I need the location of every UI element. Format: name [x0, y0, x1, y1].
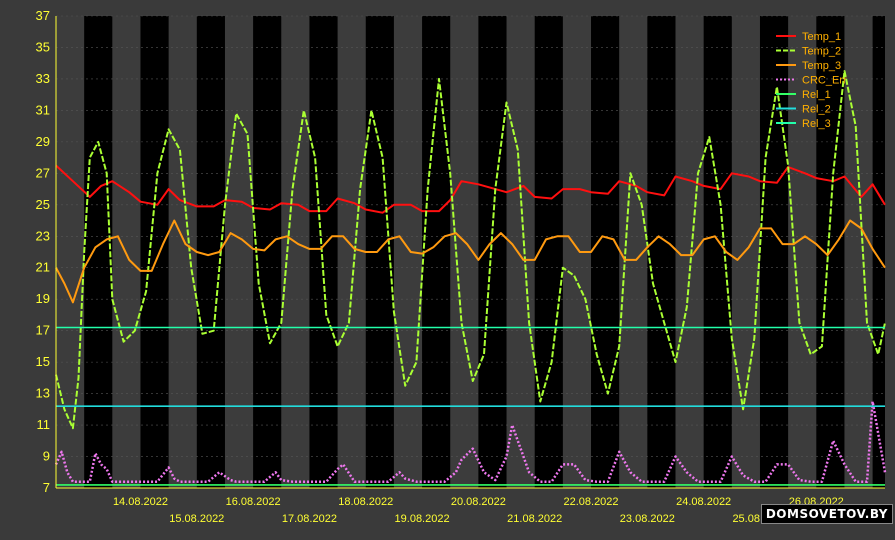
legend-label: Rel_1 [802, 89, 831, 101]
y-tick-label: 27 [36, 165, 50, 180]
legend: Temp_1 Temp_2 Temp_3 CRC_Err Rel_1 Rel_2 Rel_3 [776, 31, 847, 130]
daytime-band [168, 16, 197, 488]
series-temp-3 [55, 219, 886, 304]
y-tick-label: 9 [43, 449, 50, 464]
x-tick-label: 16.08.2022 [226, 496, 281, 508]
daytime-band [281, 16, 310, 488]
y-tick-labels: 7 9 11 13 15 17 19 21 23 25 27 29 31 33 35 37 [36, 8, 50, 495]
x-tick-label: 14.08.2022 [113, 496, 168, 508]
y-tick-label: 15 [36, 354, 50, 369]
y-tick-label: 7 [43, 480, 50, 495]
y-tick-label: 13 [36, 386, 50, 401]
series-crc-err [54, 400, 887, 483]
y-tick-label: 17 [36, 323, 50, 338]
series-group [54, 70, 887, 486]
daytime-band [788, 16, 817, 488]
series-temp-2 [55, 70, 886, 430]
x-tick-label: 24.08.2022 [676, 496, 731, 508]
y-tick-label: 29 [36, 134, 50, 149]
y-tick-label: 11 [37, 417, 51, 432]
legend-label: Temp_2 [802, 46, 841, 58]
y-tick-label: 25 [36, 197, 50, 212]
y-tick-label: 33 [36, 71, 50, 86]
daytime-band [56, 16, 85, 488]
daytime-band [337, 16, 366, 488]
daytime-band [224, 16, 254, 488]
legend-label: Rel_3 [802, 118, 831, 130]
series-temp-1 [55, 164, 886, 214]
legend-label: Rel_2 [802, 104, 831, 116]
daytime-band [731, 16, 760, 488]
y-tick-label: 37 [36, 8, 50, 23]
daytime-band [450, 16, 479, 488]
x-tick-label: 22.08.2022 [563, 496, 618, 508]
y-tick-label: 23 [36, 228, 50, 243]
legend-label: Temp_1 [802, 31, 841, 43]
y-tick-label: 35 [36, 39, 50, 54]
gridlines [56, 15, 885, 489]
watermark-logo: DOMSOVETOV.BY [760, 504, 893, 524]
x-tick-label: 23.08.2022 [620, 513, 675, 525]
x-tick-label: 21.08.2022 [507, 513, 562, 525]
day-night-bands [56, 16, 885, 488]
daytime-band [675, 16, 704, 488]
y-tick-label: 19 [36, 291, 50, 306]
daytime-band [506, 16, 535, 488]
y-tick-label: 31 [36, 102, 50, 117]
x-tick-label: 20.08.2022 [451, 496, 506, 508]
axes [55, 16, 885, 489]
x-tick-label: 19.08.2022 [395, 513, 450, 525]
legend-label: CRC_Err [802, 75, 847, 87]
y-tick-label: 21 [36, 260, 50, 275]
x-tick-label: 18.08.2022 [338, 496, 393, 508]
x-tick-label: 15.08.2022 [169, 513, 224, 525]
x-tick-label: 17.08.2022 [282, 513, 337, 525]
legend-label: Temp_3 [802, 60, 841, 72]
